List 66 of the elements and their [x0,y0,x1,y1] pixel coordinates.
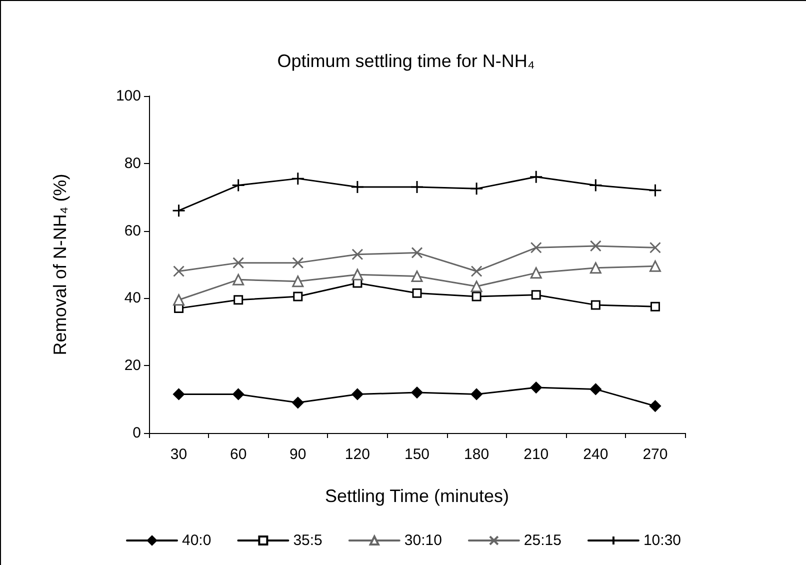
point [411,270,423,282]
point [650,302,660,312]
y-tick-label: 0 [132,424,141,442]
point [350,180,364,194]
point [530,382,542,394]
point [530,242,542,254]
legend-label: 40:0 [182,532,212,549]
point [232,274,244,286]
x-axis-title: Settling Time (minutes) [324,486,510,506]
point [234,295,244,305]
point [590,383,602,395]
point [293,292,303,302]
point [470,182,484,196]
point [411,246,423,258]
point [352,248,364,260]
point [649,242,661,254]
x-tick-label: 30 [170,446,188,463]
point [352,268,364,280]
y-tick-label: 60 [124,222,141,240]
point [292,257,304,269]
x-tick-label: 90 [290,446,306,463]
point [292,276,304,288]
point [649,260,661,272]
point [588,178,602,192]
point [590,240,602,252]
legend-label: 30:10 [404,532,442,549]
point [352,388,364,400]
y-tick-label: 40 [124,290,141,307]
point [470,388,482,400]
point [648,184,662,198]
point [412,288,422,298]
x-tick-label: 60 [230,446,247,463]
point [411,386,423,398]
y-tick-label: 100 [116,88,141,104]
point [173,388,185,400]
x-tick-label: 210 [524,446,549,463]
point [232,257,244,269]
point [173,265,185,277]
y-axis-title: Removal of N-NH₄ (%) [50,174,70,356]
y-tick-label: 80 [124,154,141,172]
point [410,180,424,194]
point [649,400,661,412]
legend-label: 10:30 [643,532,682,549]
x-tick-label: 150 [404,446,430,463]
point [472,292,482,302]
point [470,280,482,292]
point [172,204,186,218]
legend-label: 35:5 [293,532,322,549]
x-tick-label: 180 [464,446,490,463]
x-tick-label: 270 [642,446,668,463]
x-tick-label: 120 [344,446,370,463]
point [590,300,600,310]
chart-title: Optimum settling time for N-NH₄ [277,51,535,71]
point [173,294,185,306]
point [470,265,482,277]
point [530,267,542,279]
point [529,170,543,184]
x-tick-label: 240 [583,446,608,463]
point [531,290,541,300]
point [232,388,244,400]
legend-label: 25:15 [524,532,562,549]
point [291,172,305,186]
point [232,178,246,192]
y-tick-label: 20 [124,357,141,374]
point [292,396,304,408]
point [590,262,602,274]
